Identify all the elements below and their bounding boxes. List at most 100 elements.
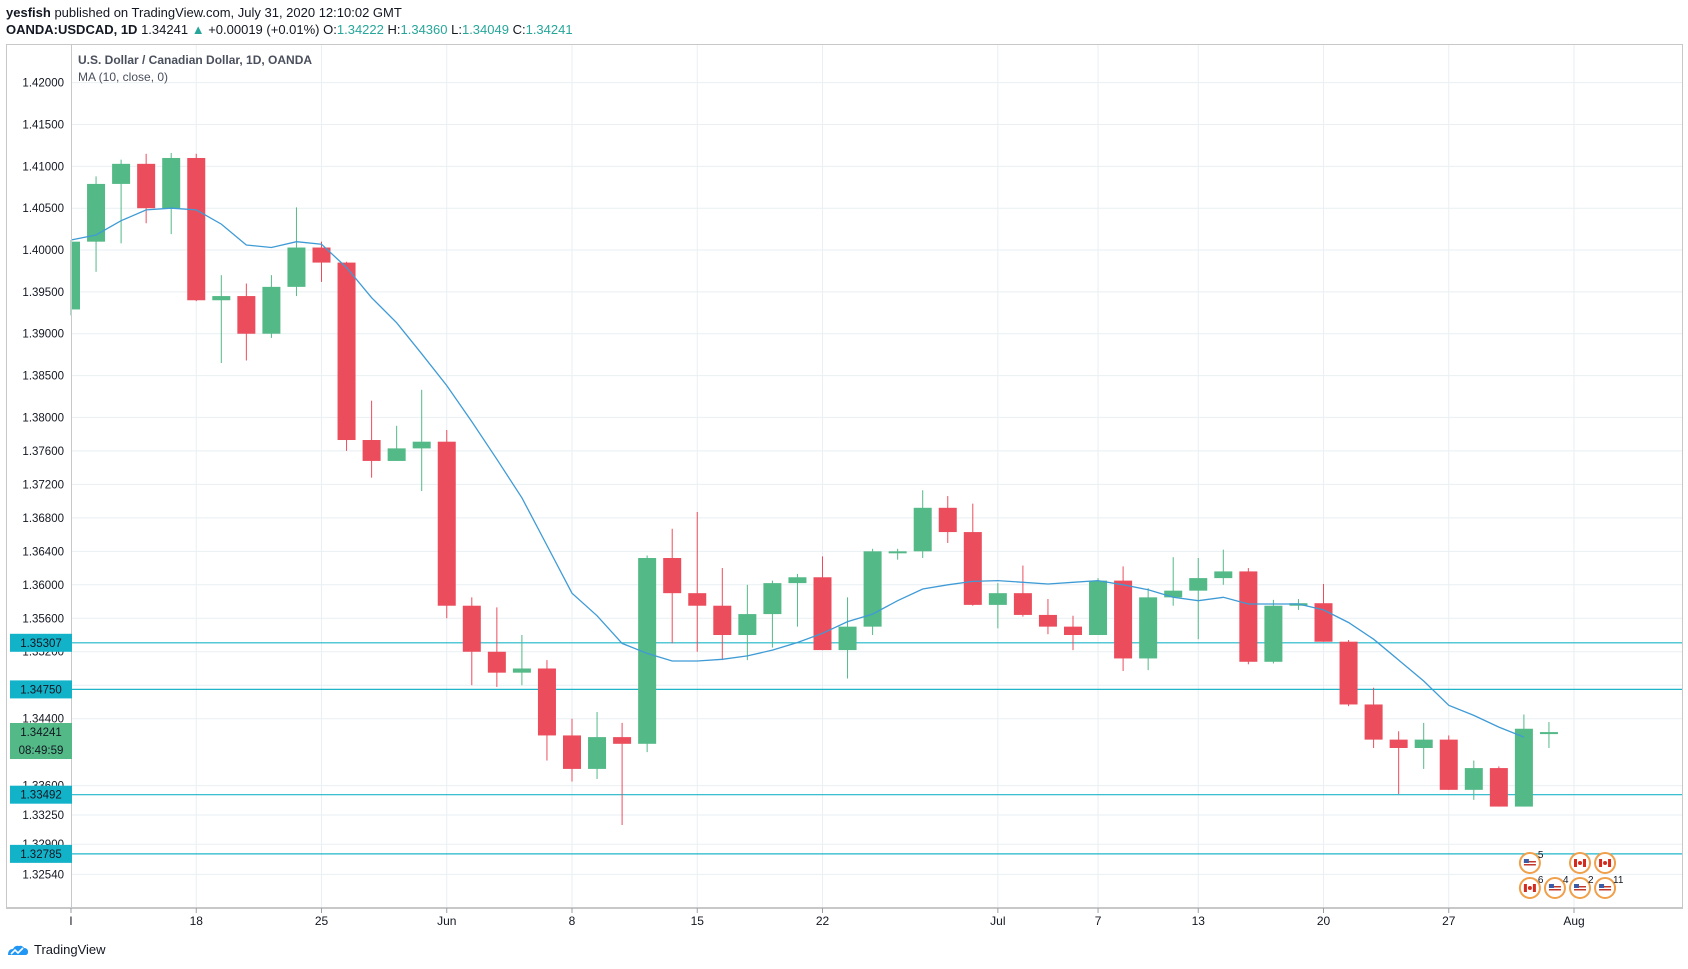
canada-flag-icon [1532,884,1536,892]
us-flag-icon [1574,889,1586,891]
candle-down [312,247,331,263]
us-flag-icon [1548,886,1561,888]
low-label: L: [451,22,462,37]
us-flag-icon [1599,889,1612,891]
canada-flag-icon [1583,859,1586,867]
candle-up [1514,728,1533,807]
candle-down [1064,626,1082,636]
y-tick-label: 1.38000 [22,412,64,424]
x-tick-label: Jul [990,914,1005,928]
candle-up [913,507,932,552]
open-value: 1.34222 [336,22,384,37]
y-axis: 1.42000 1.41500 1.41000 1.40500 1.40000 1.395… [22,78,64,882]
canada-flag-icon [1603,861,1608,865]
publish-info: yesfish published on TradingView.com, Ju… [6,5,402,20]
hline-price-tag [10,633,72,652]
x-tick-label: 25 [315,914,329,928]
canada-flag-icon [1574,859,1577,867]
y-tick-label: 1.35600 [22,613,64,625]
candle-down [1439,739,1458,790]
y-tick-label: 1.36400 [22,546,64,558]
candle-up [1139,597,1158,659]
canada-flag-icon [1599,859,1603,867]
hline-price-label: 1.35307 [20,638,62,650]
candle-down [487,651,506,673]
low-value: 1.34049 [461,22,509,37]
y-tick-label: 1.32540 [22,869,64,881]
event-count-label: 5 [1538,850,1544,861]
axis-tags: 1.35307 1.34750 1.33492 1.32785 1.34241 08:49… [10,633,72,863]
x-tick-label: 15 [691,914,705,928]
us-flag-icon [1523,861,1536,863]
tradingview-logo-icon [8,945,28,955]
candle-down [1489,768,1508,807]
y-tick-label: 1.42000 [22,78,64,90]
close-value: 1.34241 [525,22,573,37]
y-tick-label: 1.37200 [22,479,64,491]
candle-up [87,183,106,242]
candles [70,152,1558,825]
x-tick-label: Jun [437,914,456,928]
candle-up [588,737,607,769]
candle-down [1038,614,1057,627]
y-tick-label: 1.36800 [22,513,64,525]
x-tick-label: 13 [1192,914,1206,928]
last-price: 1.34241 [141,22,189,37]
candle-down [187,157,206,301]
candle-up [888,551,907,554]
hline-price-label: 1.32785 [20,849,62,861]
event-count-label: 11 [1613,875,1624,886]
high-value: 1.34360 [400,22,448,37]
candle-down [1364,704,1383,740]
x-tick-label: 20 [1317,914,1331,928]
candle-down [537,668,556,736]
publisher-name[interactable]: yesfish [6,5,51,20]
candle-up [512,668,531,673]
candle-down [938,507,957,533]
x-axis: l1825Jun81522Jul7132027Aug7 [70,908,1585,928]
horizontal-lines [72,642,1682,855]
candle-down [462,605,481,652]
x-tick-label: 18 [190,914,204,928]
canada-flag-icon [1578,861,1582,865]
us-flag-icon [1574,884,1586,892]
candle-up [412,441,431,449]
x-tick-label: Aug [1563,914,1584,928]
y-tick-label: 1.33250 [22,810,64,822]
hline-price-tag [10,680,72,699]
candle-down [563,735,581,769]
candle-down [613,737,632,744]
candle-up [162,157,181,209]
canada-flag-icon [1527,886,1532,890]
bar-countdown-label: 08:49:59 [19,745,64,757]
candle-up [838,626,857,651]
us-flag-icon [1523,864,1536,866]
current-price-tag [10,723,72,760]
candle-up [988,593,1007,605]
change-arrow-icon: ▲ [191,22,205,37]
candle-up [638,558,657,744]
canada-flag-icon [1523,884,1527,892]
us-flag-icon [1523,859,1529,863]
y-tick-label: 1.41000 [22,161,64,173]
candle-up [788,577,807,584]
x-tick-label: 22 [816,914,830,928]
event-count-label: 4 [1563,875,1569,886]
candle-up [387,448,406,461]
candle-down [1339,641,1358,705]
brand-label: TradingView [34,942,106,957]
us-flag-icon [1574,886,1586,888]
candle-down [1239,571,1258,662]
y-tick-label: 1.40500 [22,203,64,215]
candle-down [237,296,256,334]
y-tick-label: 1.38500 [22,371,64,383]
legend-ma: MA (10, close, 0) [78,70,168,84]
candle-down [713,605,732,636]
tradingview-brand[interactable]: TradingView [6,942,106,957]
candle-up [1464,768,1483,790]
canada-flag-icon [1608,859,1612,867]
current-price-label: 1.34241 [20,727,62,739]
candle-down [813,577,832,651]
hline-price-tag [10,785,72,804]
